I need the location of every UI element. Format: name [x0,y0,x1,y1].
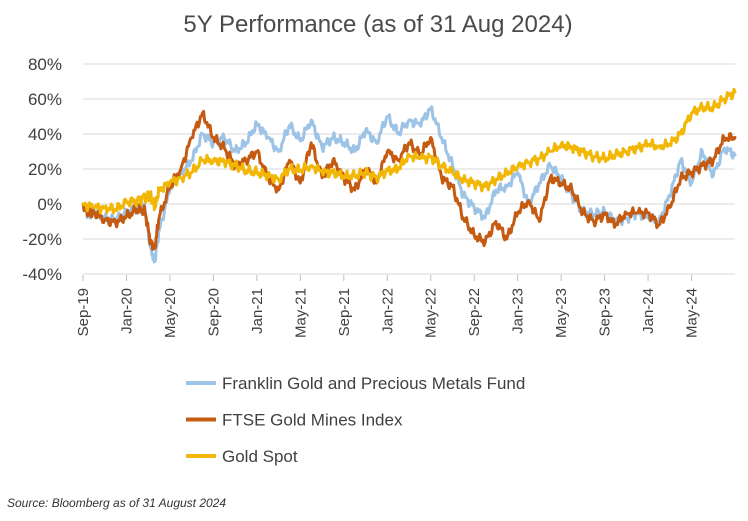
y-tick-label: 20% [28,160,62,179]
y-tick-label: -40% [22,265,62,284]
x-tick-label: May-24 [684,288,701,338]
x-tick-label: May-21 [292,288,309,338]
x-tick-label: Jan-22 [379,288,396,334]
y-tick-label: 80% [28,55,62,74]
legend-label: Franklin Gold and Precious Metals Fund [222,374,525,393]
y-tick-label: -20% [22,230,62,249]
x-tick-label: May-22 [423,288,440,338]
y-tick-label: 60% [28,90,62,109]
source-note: Source: Bloomberg as of 31 August 2024 [7,496,227,510]
legend-label: FTSE Gold Mines Index [222,411,403,430]
x-tick-label: Jan-24 [640,288,657,334]
series-line-3 [81,87,737,215]
y-tick-label: 40% [28,125,62,144]
series-line-2 [81,109,737,251]
legend: Franklin Gold and Precious Metals Fund FT… [186,374,525,466]
x-tick-label: Jan-23 [510,288,527,334]
chart-title: 5Y Performance (as of 31 Aug 2024) [183,11,572,38]
x-tick-label: Sep-23 [597,288,614,336]
legend-label: Gold Spot [222,447,298,466]
x-tick-label: Sep-20 [205,288,222,336]
x-axis-ticks: Sep-19 Jan-20 May-20 Sep-20 Jan-21 May-21 Sep-… [75,275,701,338]
x-tick-label: May-20 [162,288,179,338]
x-tick-label: Sep-22 [466,288,483,336]
x-tick-label: Sep-21 [336,288,353,336]
x-tick-label: May-23 [553,288,570,338]
x-tick-label: Sep-19 [75,288,92,336]
y-tick-label: 0% [37,195,62,214]
y-axis-ticks: 80% 60% 40% 20% 0% -20% -40% [22,55,62,284]
series-lines [81,87,737,264]
x-tick-label: Jan-20 [118,288,135,334]
x-tick-label: Jan-21 [249,288,266,334]
